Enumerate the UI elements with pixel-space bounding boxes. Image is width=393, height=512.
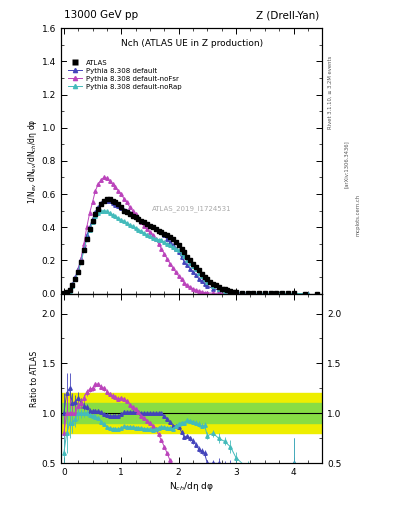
Y-axis label: 1/N$_{ev}$ dN$_{ev}$/dN$_{ch}$/dη dφ: 1/N$_{ev}$ dN$_{ev}$/dN$_{ch}$/dη dφ xyxy=(26,118,39,204)
Bar xyxy=(61,393,322,433)
Text: 13000 GeV pp: 13000 GeV pp xyxy=(64,10,138,20)
Legend: ATLAS, Pythia 8.308 default, Pythia 8.308 default-noFsr, Pythia 8.308 default-no: ATLAS, Pythia 8.308 default, Pythia 8.30… xyxy=(67,58,183,91)
Text: mcplots.cern.ch: mcplots.cern.ch xyxy=(356,194,361,236)
Y-axis label: Ratio to ATLAS: Ratio to ATLAS xyxy=(30,350,39,407)
Text: [arXiv:1306.3436]: [arXiv:1306.3436] xyxy=(344,140,349,188)
Text: Rivet 3.1.10, ≥ 3.2M events: Rivet 3.1.10, ≥ 3.2M events xyxy=(328,55,333,129)
X-axis label: N$_{ch}$/dη dφ: N$_{ch}$/dη dφ xyxy=(169,480,214,493)
Bar xyxy=(61,403,322,423)
Text: Z (Drell-Yan): Z (Drell-Yan) xyxy=(256,10,320,20)
Text: ATLAS_2019_I1724531: ATLAS_2019_I1724531 xyxy=(152,205,231,212)
Text: Nch (ATLAS UE in Z production): Nch (ATLAS UE in Z production) xyxy=(121,39,263,48)
